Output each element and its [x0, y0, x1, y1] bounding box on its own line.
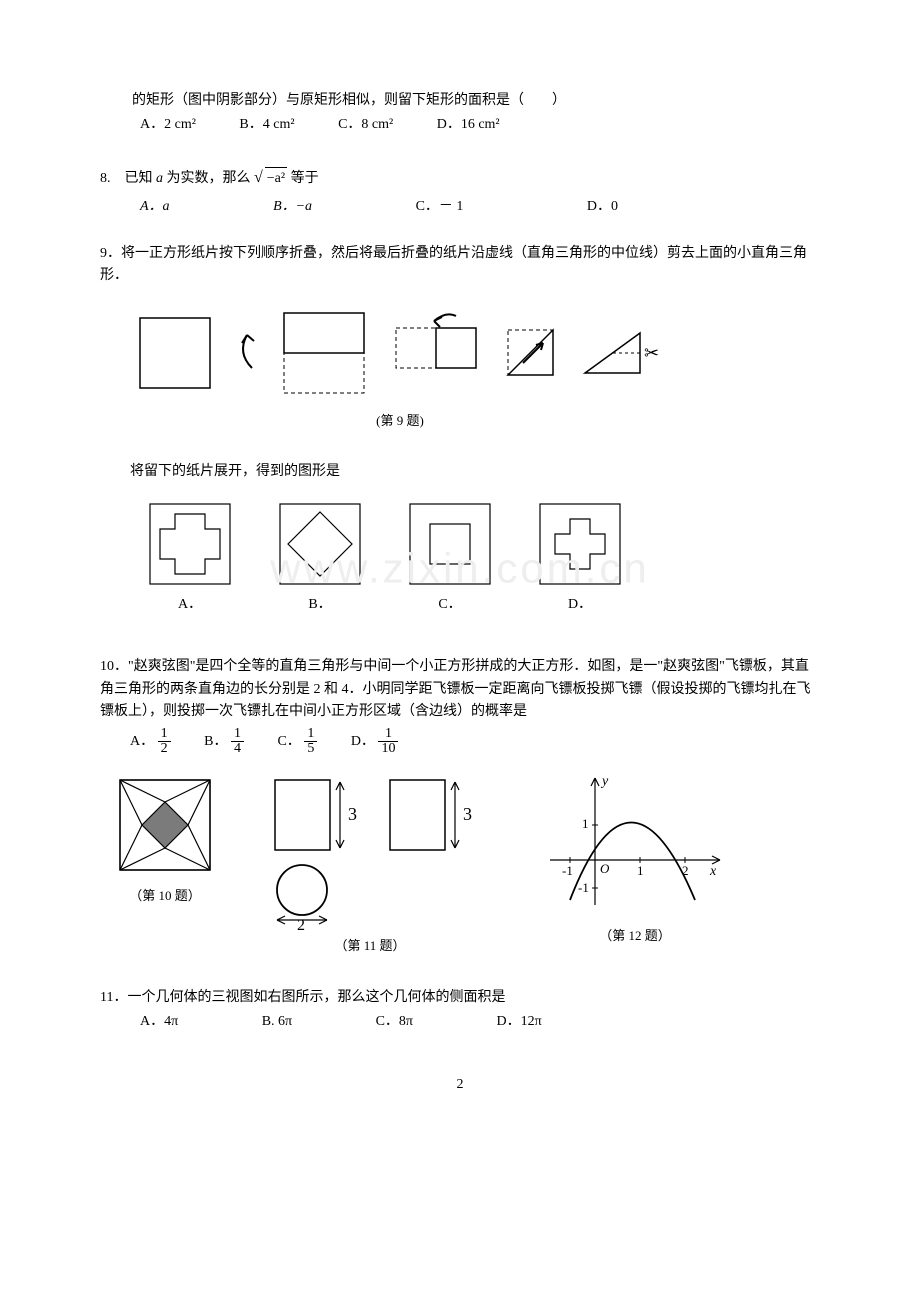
q9-step3-icon — [386, 313, 486, 393]
q8-suffix: 等于 — [287, 171, 319, 186]
q9-answer-figures: A． B． C． D． — [140, 494, 820, 616]
svg-text:O: O — [600, 861, 610, 876]
q9-step5-icon: ✂ — [580, 323, 670, 383]
q9-label-d: D． — [530, 594, 630, 616]
q11-option-d: D．12π — [497, 1011, 542, 1033]
q11-three-views-icon: 3 3 2 — [260, 770, 480, 930]
q12-parabola-icon: -1 O 1 2 x 1 -1 y — [540, 770, 730, 920]
q9-ans-b: B． — [270, 494, 370, 616]
q11-dim2: 2 — [297, 917, 305, 930]
q7-choices: A．2 cm² B．4 cm² C．8 cm² D．16 cm² — [100, 114, 820, 136]
svg-text:✂: ✂ — [644, 343, 659, 363]
q11-option-c: C．8π — [376, 1011, 413, 1033]
q9-step2-icon — [274, 303, 374, 403]
q10-figure: （第 10 题） — [110, 770, 220, 907]
q9-ans-c-icon — [400, 494, 500, 594]
q9-ans-c: C． — [400, 494, 500, 616]
q7-option-c: C．8 cm² — [338, 114, 393, 136]
q9-ans-a: A． — [140, 494, 240, 616]
svg-text:-1: -1 — [578, 880, 589, 895]
q10-option-c: C． 15 — [277, 734, 320, 749]
q10-caption: （第 10 题） — [110, 886, 220, 907]
q8-option-a: A．a — [140, 196, 170, 218]
q11-option-a: A．4π — [140, 1011, 178, 1033]
q9-arrow1-icon — [232, 323, 262, 383]
q7-stem-cont: 的矩形（图中阴影部分）与原矩形相似，则留下矩形的面积是（ ） — [100, 90, 820, 112]
q9-label-b: B． — [270, 594, 370, 616]
q10-option-a: A． 12 — [130, 734, 174, 749]
q11-caption: （第 11 题） — [260, 936, 480, 957]
q10-option-d: D． 110 — [351, 734, 399, 749]
q11-option-b: B. 6π — [262, 1011, 292, 1033]
q7-option-a: A．2 cm² — [140, 114, 196, 136]
q10-q11-q12-figures: （第 10 题） 3 3 — [110, 770, 820, 957]
q11-stem: 11．一个几何体的三视图如右图所示，那么这个几何体的侧面积是 — [100, 987, 820, 1009]
q8-prefix: 8. 已知 — [100, 171, 156, 186]
question-8: 8. 已知 a 为实数，那么 √−a² 等于 A．a B．−a C．－ 1 D．… — [100, 165, 820, 219]
q8-stem: 8. 已知 a 为实数，那么 √−a² 等于 — [100, 165, 820, 191]
svg-text:-1: -1 — [562, 863, 573, 878]
svg-text:1: 1 — [637, 863, 644, 878]
q9-ans-d-icon — [530, 494, 630, 594]
q9-label-a: A． — [140, 594, 240, 616]
q9-step4-icon — [498, 318, 568, 388]
q7-option-d: D．16 cm² — [437, 114, 500, 136]
q11-dim3-left: 3 — [348, 804, 357, 824]
question-10: 10．"赵爽弦图"是四个全等的直角三角形与中间一个小正方形拼成的大正方形．如图，… — [100, 656, 820, 957]
q9-sub-stem: 将留下的纸片展开，得到的图形是 — [130, 461, 820, 483]
q8-option-c: C．－ 1 — [416, 196, 464, 218]
q10-zhaoshuang-icon — [110, 770, 220, 880]
q8-option-b: B．−a — [273, 196, 312, 218]
q11-figure: 3 3 2 （第 11 题） — [260, 770, 480, 957]
q8-mid: 为实数，那么 — [163, 171, 254, 186]
svg-text:y: y — [600, 774, 609, 789]
q10-stem: 10．"赵爽弦图"是四个全等的直角三角形与中间一个小正方形拼成的大正方形．如图，… — [100, 656, 820, 723]
question-11: 11．一个几何体的三视图如右图所示，那么这个几何体的侧面积是 A．4π B. 6… — [100, 987, 820, 1034]
svg-text:1: 1 — [582, 816, 589, 831]
svg-text:x: x — [709, 864, 717, 879]
question-9: 9．将一正方形纸片按下列顺序折叠，然后将最后折叠的纸片沿虚线（直角三角形的中位线… — [100, 243, 820, 616]
q10-choices: A． 12 B． 14 C． 15 D． 110 — [100, 727, 820, 756]
q12-caption: （第 12 题） — [540, 926, 730, 947]
q9-label-c: C． — [400, 594, 500, 616]
q9-fold-figures: ✂ — [130, 303, 820, 403]
q9-step1-icon — [130, 308, 220, 398]
q7-option-b: B．4 cm² — [239, 114, 294, 136]
q9-ans-d: D． — [530, 494, 630, 616]
q8-option-d: D．0 — [587, 196, 618, 218]
q8-radicand: −a² — [265, 167, 287, 190]
q10-option-b: B． 14 — [204, 734, 247, 749]
q9-ans-b-icon — [270, 494, 370, 594]
page-number: 2 — [100, 1074, 820, 1096]
q8-choices: A．a B．−a C．－ 1 D．0 — [100, 196, 820, 218]
q12-figure: -1 O 1 2 x 1 -1 y （第 12 题） — [540, 770, 730, 947]
q9-ans-a-icon — [140, 494, 240, 594]
svg-text:2: 2 — [682, 863, 689, 878]
q9-stem: 9．将一正方形纸片按下列顺序折叠，然后将最后折叠的纸片沿虚线（直角三角形的中位线… — [100, 243, 820, 288]
q8-var-a: a — [156, 171, 163, 186]
q9-caption: (第 9 题) — [120, 411, 680, 432]
q11-dim3-right: 3 — [463, 804, 472, 824]
question-7-continuation: 的矩形（图中阴影部分）与原矩形相似，则留下矩形的面积是（ ） A．2 cm² B… — [100, 90, 820, 137]
q11-choices: A．4π B. 6π C．8π D．12π — [100, 1011, 820, 1033]
